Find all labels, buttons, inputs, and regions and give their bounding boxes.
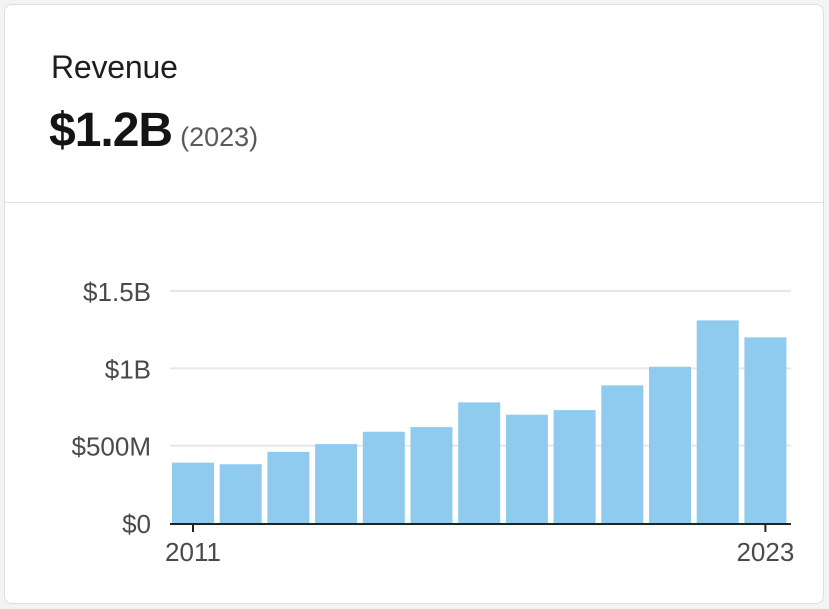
bar-2015 — [362, 431, 405, 523]
card-header: Revenue $1.2B (2023) — [5, 5, 823, 203]
revenue-card: Revenue $1.2B (2023) $0 $500M $1B $1.5B 2011 2… — [4, 4, 824, 604]
revenue-bar-chart: $0 $500M $1B $1.5B 2011 2023 — [72, 277, 795, 567]
revenue-year: (2023) — [180, 122, 259, 152]
bar-2019 — [553, 410, 596, 523]
bar-2017 — [458, 402, 501, 523]
y-tick-label: $1.5B — [83, 277, 151, 307]
x-tick-label: 2023 — [736, 537, 794, 567]
revenue-value: $1.2B — [49, 104, 173, 157]
bar-2020 — [601, 385, 644, 523]
tick-labels: $0 $500M $1B $1.5B 2011 2023 — [72, 277, 795, 567]
x-tick-label: 2011 — [165, 537, 221, 567]
bar-2018 — [505, 414, 548, 523]
bar-2022 — [696, 320, 739, 523]
value-row: $1.2B (2023) — [49, 103, 258, 158]
y-tick-label: $500M — [72, 432, 152, 462]
y-tick-label: $0 — [122, 509, 151, 539]
bars — [172, 320, 787, 523]
bar-2013 — [267, 451, 310, 523]
bar-2014 — [315, 444, 358, 523]
y-tick-label: $1B — [105, 354, 151, 384]
bar-2021 — [649, 366, 691, 523]
bar-2012 — [219, 464, 262, 523]
bar-2011 — [172, 462, 214, 523]
card-title: Revenue — [51, 49, 178, 85]
axes — [170, 523, 791, 532]
bar-2023 — [744, 337, 787, 523]
bar-2016 — [410, 427, 453, 523]
